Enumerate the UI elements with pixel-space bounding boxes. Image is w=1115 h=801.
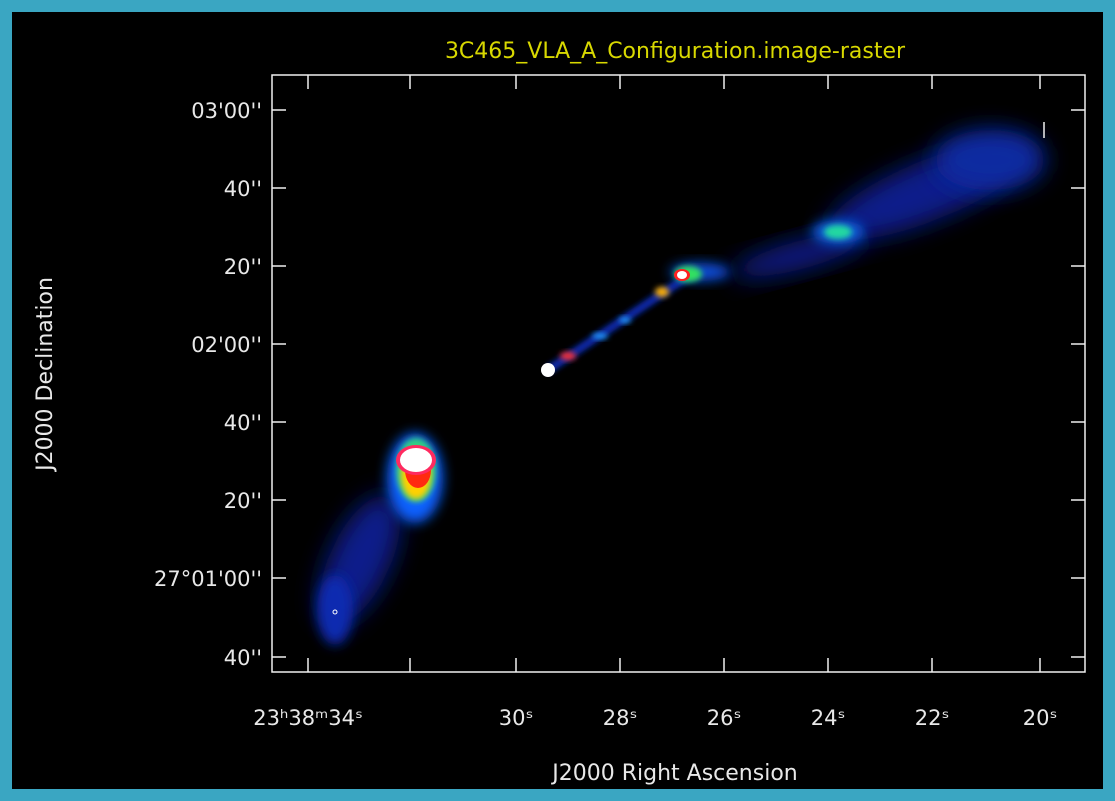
- x-tick-label: 30ˢ: [499, 706, 534, 730]
- y-tick-label: 20'': [224, 489, 262, 513]
- core: [541, 363, 555, 377]
- y-axis-label: J2000 Declination: [33, 277, 58, 473]
- y-tick-label: 03'00'': [191, 99, 262, 123]
- tick-marks: [272, 75, 1085, 672]
- y-tick-label: 02'00'': [191, 333, 262, 357]
- y-tick-label: 40'': [224, 411, 262, 435]
- x-axis-label: J2000 Right Ascension: [550, 761, 797, 786]
- x-tick-label: 22ˢ: [915, 706, 950, 730]
- x-tick-label: 28ˢ: [603, 706, 638, 730]
- y-tick-label: 27°01'00'': [154, 567, 262, 591]
- x-tick-label: 23ʰ38ᵐ34ˢ: [253, 706, 363, 730]
- y-tick-label: 40'': [224, 646, 262, 670]
- x-tick-label: 20ˢ: [1023, 706, 1058, 730]
- canvas-background: [12, 12, 1103, 789]
- plot-title: 3C465_VLA_A_Configuration.image-raster: [445, 39, 906, 64]
- y-tick-label: 20'': [224, 255, 262, 279]
- x-tick-label: 26ˢ: [707, 706, 742, 730]
- plot-frame: [271, 74, 1086, 673]
- radio-image: [317, 130, 1045, 645]
- y-tick-label: 40'': [224, 177, 262, 201]
- x-tick-label: 24ˢ: [811, 706, 846, 730]
